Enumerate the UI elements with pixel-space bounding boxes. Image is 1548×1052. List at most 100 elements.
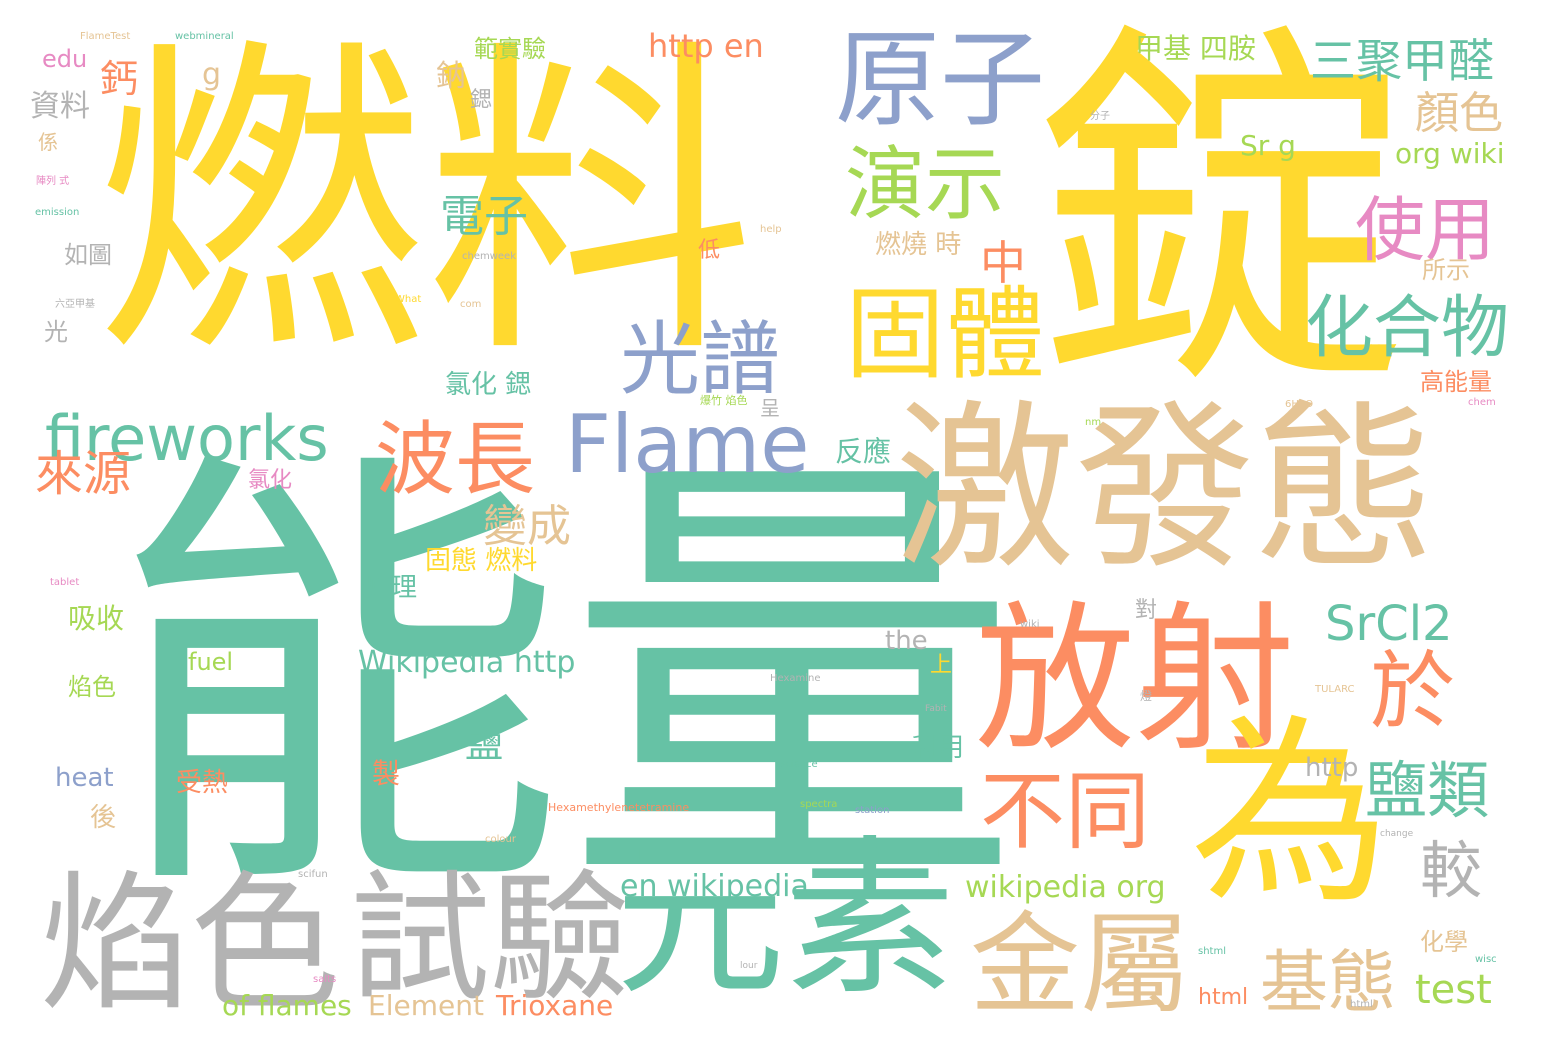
cloud-word: fuel xyxy=(188,648,234,676)
cloud-word: com xyxy=(460,299,482,310)
cloud-word: Trioxane xyxy=(496,989,614,1022)
cloud-word: 焰色 xyxy=(68,673,116,701)
cloud-word: SrCl2 xyxy=(1325,596,1453,652)
cloud-word: tablet xyxy=(50,577,80,588)
cloud-word: 顏色 xyxy=(1415,88,1503,139)
cloud-word: 對 xyxy=(1135,598,1158,623)
cloud-word: scifun xyxy=(298,869,328,880)
cloud-word: wisc xyxy=(1475,954,1497,965)
cloud-word: salts xyxy=(313,974,337,985)
cloud-word: 錠 xyxy=(1030,0,1410,436)
cloud-word: 來源 xyxy=(35,446,132,502)
cloud-word: 三聚甲醛 xyxy=(1310,34,1494,88)
cloud-word: 波長 xyxy=(375,413,535,506)
cloud-word: 光譜 xyxy=(620,313,780,406)
cloud-word: 為 xyxy=(1190,698,1391,931)
cloud-word: 較 xyxy=(1420,834,1483,907)
cloud-word: 上 xyxy=(930,653,953,678)
cloud-word: 反應 xyxy=(835,435,892,468)
cloud-word: 甲基 四胺 xyxy=(1135,32,1256,65)
cloud-word: station xyxy=(855,805,890,816)
cloud-word: 所示 xyxy=(1422,256,1470,284)
cloud-word: 焰色 xyxy=(40,858,341,1032)
cloud-word: nm xyxy=(1085,417,1102,428)
cloud-word: 能量 xyxy=(110,418,1020,947)
cloud-word: 6H2O xyxy=(1285,399,1314,410)
cloud-word: wiki xyxy=(1020,619,1040,630)
cloud-word: Sr g xyxy=(1240,129,1296,162)
cloud-word: fireworks xyxy=(45,402,329,475)
cloud-word: What xyxy=(395,294,422,305)
cloud-word: test xyxy=(1415,967,1492,1013)
cloud-word: 原子 xyxy=(835,19,1046,141)
cloud-word: help xyxy=(760,224,782,235)
cloud-word: 化合物 xyxy=(1305,289,1510,368)
cloud-word: wikipedia org xyxy=(965,870,1166,905)
cloud-word: TULARC xyxy=(1315,684,1355,695)
cloud-word: 固體 xyxy=(845,276,1045,393)
cloud-word: 氯化 xyxy=(248,468,293,493)
cloud-word: the xyxy=(885,626,928,656)
cloud-word: Element xyxy=(368,989,484,1022)
cloud-word: 使用 xyxy=(1355,189,1495,271)
cloud-word: 鹽類 xyxy=(1365,754,1490,827)
cloud-word: 燈 xyxy=(1140,689,1153,703)
cloud-word: org wiki xyxy=(1395,137,1505,170)
cloud-word: 於 xyxy=(1370,643,1456,742)
cloud-word: 金屬 xyxy=(970,901,1190,1029)
cloud-word: 鈉 xyxy=(436,59,466,94)
cloud-word: 六亞甲基 xyxy=(55,299,95,310)
cloud-word: http xyxy=(1305,753,1359,783)
cloud-word: 鍶 xyxy=(470,88,493,113)
cloud-word: Hexamine xyxy=(770,673,821,684)
cloud-word: shtml xyxy=(1198,946,1226,957)
cloud-word: 分子 xyxy=(1090,111,1110,122)
cloud-word: heat xyxy=(55,763,114,793)
cloud-word: spectra xyxy=(800,799,838,810)
cloud-word: 鈣 xyxy=(100,57,139,101)
cloud-word: emission xyxy=(35,207,80,218)
cloud-word: http en xyxy=(648,27,764,65)
cloud-word: 製 xyxy=(372,757,401,790)
cloud-word: 試驗 xyxy=(350,858,631,1021)
cloud-word: 吸收 xyxy=(68,602,125,635)
cloud-word: 鹽 xyxy=(465,722,504,766)
cloud-word: 後 xyxy=(90,803,117,833)
cloud-word: Flame xyxy=(565,398,810,491)
cloud-word: change xyxy=(1380,829,1414,839)
cloud-word: chemweek xyxy=(462,251,517,262)
cloud-word: 激發態 xyxy=(895,385,1436,594)
cloud-word: lour xyxy=(740,961,758,971)
cloud-word: 元素 xyxy=(615,821,956,1019)
cloud-word: chem xyxy=(1468,397,1496,408)
cloud-word: 放射 xyxy=(975,586,1296,773)
cloud-word: Fabit xyxy=(925,704,947,714)
cloud-word: en wikipedia xyxy=(620,869,809,904)
cloud-word: webmineral xyxy=(175,31,234,42)
cloud-word: html xyxy=(1198,985,1249,1010)
cloud-word: g xyxy=(202,57,222,92)
cloud-word: 原理 xyxy=(365,573,418,603)
cloud-word: colour xyxy=(485,834,516,845)
cloud-word: 演示 xyxy=(845,138,1005,231)
cloud-word: FlameTest xyxy=(80,31,131,42)
cloud-word: 受熱 xyxy=(176,768,229,798)
cloud-word: 不同 xyxy=(980,763,1151,862)
cloud-word: 燃燒 時 xyxy=(875,230,962,260)
cloud-word: 中 xyxy=(980,236,1026,290)
cloud-word: science xyxy=(780,759,818,770)
cloud-word: 資料 xyxy=(30,89,90,124)
cloud-word: 如圖 xyxy=(64,241,112,269)
cloud-word: 低 xyxy=(698,238,721,263)
cloud-word: of flames xyxy=(222,989,352,1022)
cloud-word: 固態 燃料 xyxy=(425,546,538,576)
cloud-word: 陣列 式 xyxy=(36,176,70,187)
cloud-word: 呈 xyxy=(760,396,780,420)
cloud-word: 化學 xyxy=(1420,928,1468,956)
cloud-word: 光 xyxy=(44,318,68,346)
cloud-word: 係 xyxy=(38,130,58,154)
cloud-word: 氯化 鍶 xyxy=(445,370,532,400)
cloud-word: edu xyxy=(42,45,88,73)
cloud-word: 變成 xyxy=(483,501,571,552)
